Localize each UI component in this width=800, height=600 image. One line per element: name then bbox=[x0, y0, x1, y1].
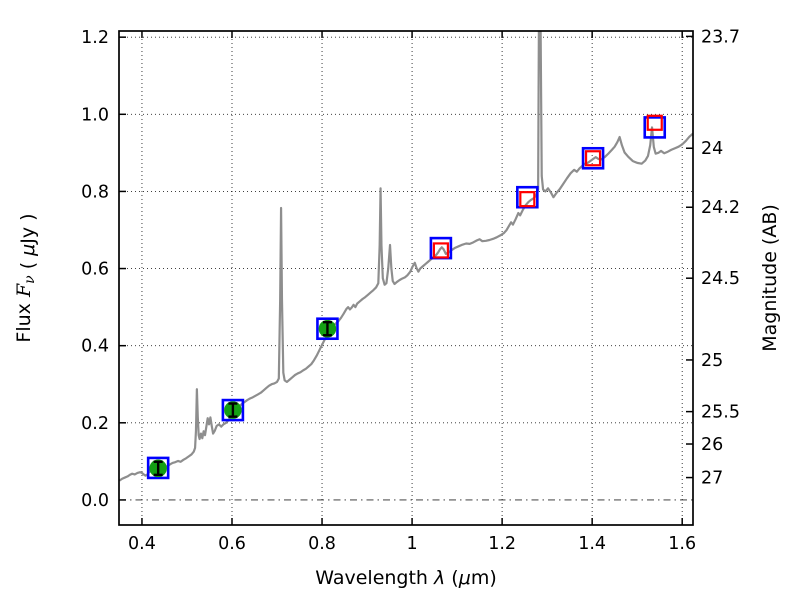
x-tick-label: 1 bbox=[407, 534, 418, 554]
magnitude-tick-label: 23.7 bbox=[701, 27, 740, 47]
model-flux-marker bbox=[581, 146, 605, 170]
x-tick-label: 0.4 bbox=[128, 534, 156, 554]
x-axis-label: Wavelength λ (μm) bbox=[315, 567, 496, 589]
x-tick-label: 0.6 bbox=[218, 534, 246, 554]
magnitude-tick-label: 24.2 bbox=[701, 198, 740, 218]
y-tick-label: 0.2 bbox=[81, 414, 109, 434]
x-tick-label: 1.6 bbox=[668, 534, 696, 554]
model-spectrum-line bbox=[119, 31, 693, 482]
magnitude-tick-label: 26 bbox=[701, 435, 723, 455]
observed-flux-marker bbox=[519, 191, 536, 208]
model-flux-marker bbox=[146, 456, 170, 480]
model-flux-marker bbox=[643, 116, 667, 139]
x-tick-label: 1.2 bbox=[488, 534, 516, 554]
model-flux-marker bbox=[316, 317, 339, 341]
model-flux-marker bbox=[221, 398, 245, 422]
observed-flux-marker bbox=[584, 150, 602, 167]
y-tick-label: 1.2 bbox=[81, 28, 109, 48]
magnitude-tick-label: 25.5 bbox=[701, 403, 740, 423]
observed-flux-marker bbox=[646, 114, 663, 131]
x-tick-label: 0.8 bbox=[308, 534, 336, 554]
y-tick-label: 1.0 bbox=[81, 105, 109, 125]
y-tick-label: 0.8 bbox=[81, 182, 109, 202]
magnitude-tick-label: 27 bbox=[701, 469, 723, 489]
plot-area-border bbox=[118, 30, 694, 526]
magnitude-tick-label: 25 bbox=[701, 351, 723, 371]
magnitude-tick-label: 24.5 bbox=[701, 269, 740, 289]
y-tick-label: 0.0 bbox=[81, 491, 109, 511]
y-tick-label: 0.6 bbox=[81, 260, 109, 280]
x-tick-label: 1.4 bbox=[578, 534, 606, 554]
right-axis-label: Magnitude (AB) bbox=[759, 204, 781, 352]
y-axis-label: Flux Fν ( μJy ) bbox=[13, 213, 39, 342]
y-tick-label: 0.4 bbox=[81, 337, 109, 357]
magnitude-tick-label: 24 bbox=[701, 139, 723, 159]
observed-flux-marker bbox=[432, 242, 449, 259]
